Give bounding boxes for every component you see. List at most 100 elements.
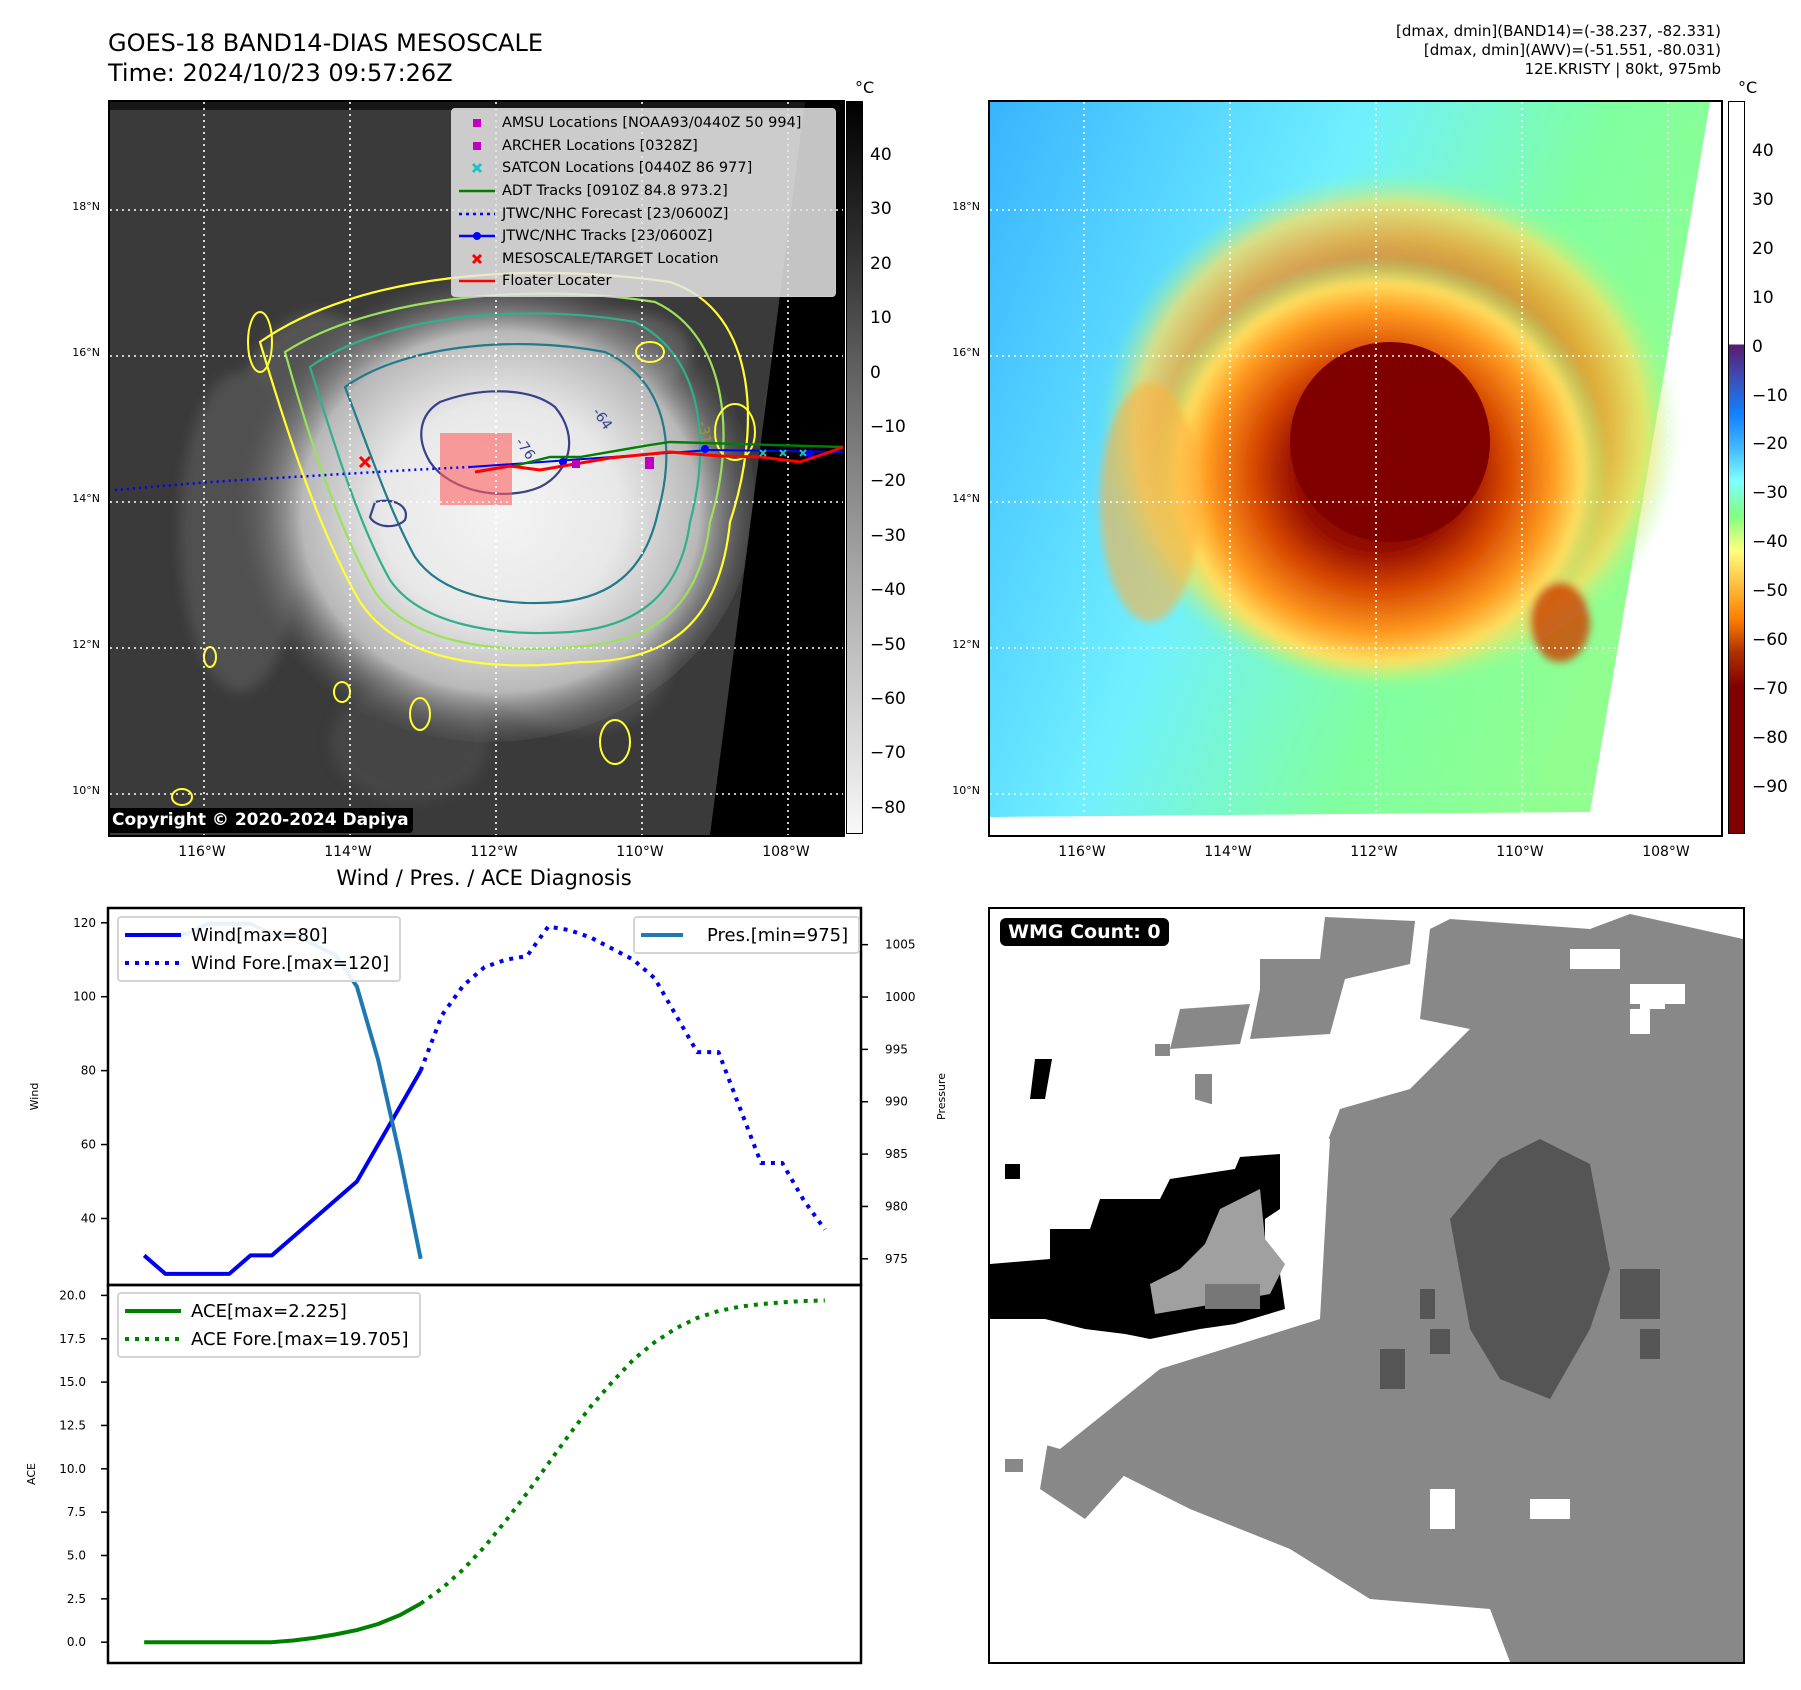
awv-range: [dmax, dmin](AWV)=(-51.551, -80.031): [1423, 41, 1721, 59]
colorbar-tick-label: 30: [870, 199, 892, 220]
pressure-tick-label: 1000: [885, 990, 916, 1004]
wmg-darkgray-cells: [1380, 1139, 1660, 1399]
colorbar-tick-label: −20: [1752, 434, 1788, 455]
wmg-gray-cells: [1005, 914, 1743, 1662]
series-line-1: [418, 924, 827, 1231]
legend-item: JTWC/NHC Tracks [23/0600Z]: [452, 225, 835, 248]
legend-item: ARCHER Locations [0328Z]: [452, 135, 835, 158]
lon-label: 116°W: [1058, 844, 1106, 860]
legend-item: Floater Locater: [452, 270, 835, 293]
wmg-canvas: [990, 909, 1743, 1662]
figure-time: Time: 2024/10/23 09:57:26Z: [108, 59, 453, 87]
legend-item: Wind Fore.[max=120]: [125, 949, 389, 977]
ace-tick-label: 17.5: [59, 1332, 86, 1346]
solid-line-icon: [641, 933, 683, 937]
lat-label: 16°N: [952, 346, 980, 359]
solid-line-icon: [125, 933, 181, 937]
solid-line-icon: [452, 277, 502, 285]
colorbar-tick-label: 40: [870, 145, 892, 165]
wmg-count-badge: WMG Count: 0: [1000, 918, 1169, 946]
colorbar-tick-label: −30: [870, 525, 906, 546]
band14-range: [dmax, dmin](BAND14)=(-38.237, -82.331): [1396, 22, 1721, 40]
legend-item: ACE Fore.[max=19.705]: [125, 1325, 409, 1353]
lat-label: 18°N: [72, 200, 100, 213]
legend-item: ADT Tracks [0910Z 84.8 973.2]: [452, 180, 835, 203]
left-colorbar: [846, 101, 863, 834]
lat-label: 12°N: [72, 638, 100, 651]
satcon-markers: [759, 449, 807, 457]
legend-item: SATCON Locations [0440Z 86 977]: [452, 157, 835, 180]
adt-track: [509, 440, 843, 469]
square-marker-icon: [452, 116, 502, 130]
colorbar-tick-label: −80: [870, 797, 906, 818]
pressure-tick-label: 1005: [885, 938, 916, 952]
floater-track: [474, 445, 843, 474]
square-marker-icon: [452, 139, 502, 153]
right-awv-map: [988, 100, 1723, 837]
ace-tick-label: 20.0: [59, 1288, 86, 1302]
storm-info-block: [dmax, dmin](BAND14)=(-38.237, -82.331) …: [1396, 22, 1721, 79]
right-colorbar: [1728, 101, 1745, 834]
colorbar-tick-label: −20: [870, 471, 906, 492]
wind-tick-label: 100: [73, 990, 96, 1004]
colorbar-tick-label: 10: [1752, 287, 1774, 308]
dotted-line-icon: [125, 961, 181, 965]
colorbar-tick-label: −50: [1752, 581, 1788, 602]
legend-item: Pres.[min=975]: [641, 921, 848, 949]
pressure-tick-label: 995: [885, 1042, 908, 1056]
lon-label: 116°W: [178, 844, 226, 860]
colorbar-tick-label: 0: [870, 362, 881, 383]
ace-tick-label: 2.5: [67, 1592, 86, 1606]
mesoscale-target-marker: [358, 455, 372, 469]
wind-tick-label: 40: [81, 1211, 96, 1225]
wind-tick-label: 120: [73, 916, 96, 930]
colorbar-tick-label: −10: [1752, 385, 1788, 406]
ace-axis-label: ACE: [25, 1463, 38, 1485]
legend-item: ACE[max=2.225]: [125, 1297, 409, 1325]
colorbar-tick-label: −10: [870, 417, 906, 437]
lat-label: 18°N: [952, 200, 980, 213]
lat-label: 16°N: [72, 346, 100, 359]
legend-item: AMSU Locations [NOAA93/0440Z 50 994]: [452, 112, 835, 135]
pressure-legend: Pres.[min=975]: [633, 916, 861, 954]
wind-pressure-ace-chart: 40 60 80 100 120 975 980 985 990 995 1000 1005 Wind P…: [25, 906, 948, 1665]
contour-label: -31: [694, 420, 714, 445]
colorbar-tick-label: −80: [1752, 727, 1788, 748]
figure-title-block: GOES-18 BAND14-DIAS MESOSCALE Time: 2024…: [108, 28, 543, 88]
pressure-tick-label: 990: [885, 1095, 908, 1109]
solid-line-icon: [125, 1309, 181, 1313]
copyright-label: Copyright © 2020-2024 Dapiya: [108, 808, 413, 833]
x-marker-icon: [452, 161, 502, 175]
pressure-tick-label: 985: [885, 1147, 908, 1161]
ace-tick-label: 7.5: [67, 1505, 86, 1519]
ace-tick-label: 5.0: [67, 1548, 86, 1562]
solid-line-icon: [452, 187, 502, 195]
right-map-canvas: [990, 102, 1721, 835]
colorbar-tick-label: 20: [1752, 238, 1774, 259]
lat-label: 14°N: [952, 492, 980, 505]
wind-tick-label: 60: [81, 1138, 96, 1152]
x-marker-icon: [452, 252, 502, 266]
colorbar-tick-label: −90: [1752, 776, 1788, 797]
colorbar-tick-label: −40: [1752, 532, 1788, 553]
colorbar-tick-label: −30: [1752, 483, 1788, 504]
ace-series-line-0: [144, 1601, 422, 1645]
ace-series-line-1: [419, 1298, 825, 1606]
left-ir-map: -64 -76 -31: [108, 100, 845, 837]
left-map-canvas: -64 -76 -31: [110, 102, 843, 835]
colorbar-tick-label: 20: [870, 253, 892, 274]
lat-label: 10°N: [72, 784, 100, 797]
colorbar-tick-label: −50: [870, 634, 906, 655]
lon-label: 108°W: [1642, 844, 1690, 860]
archer-marker: [572, 460, 580, 468]
ace-legend: ACE[max=2.225] ACE Fore.[max=19.705]: [117, 1292, 421, 1358]
left-colorbar-unit: °C: [855, 78, 875, 97]
ace-panel-frame: [106, 1283, 863, 1665]
right-colorbar-unit: °C: [1738, 78, 1758, 97]
pressure-axis-label: Pressure: [935, 1073, 948, 1120]
colorbar-tick-label: −60: [870, 689, 906, 709]
legend-item: JTWC/NHC Forecast [23/0600Z]: [452, 202, 835, 225]
colorbar-tick-label: −40: [870, 580, 906, 601]
dotted-line-icon: [125, 1337, 181, 1341]
dotted-line-icon: [452, 210, 502, 218]
